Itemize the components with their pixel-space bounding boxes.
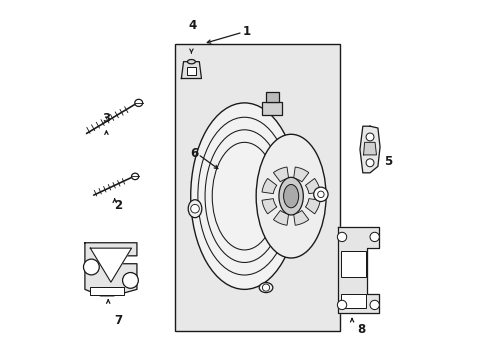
Text: 7: 7 xyxy=(114,314,122,327)
Text: 4: 4 xyxy=(188,19,196,32)
Ellipse shape xyxy=(278,177,303,215)
Polygon shape xyxy=(337,226,378,313)
Wedge shape xyxy=(262,179,276,194)
Text: 1: 1 xyxy=(242,25,250,38)
Circle shape xyxy=(337,300,346,310)
Bar xyxy=(265,92,278,102)
Circle shape xyxy=(83,259,99,275)
Polygon shape xyxy=(90,248,131,282)
Bar xyxy=(174,44,339,330)
Wedge shape xyxy=(273,167,288,182)
Circle shape xyxy=(262,284,269,291)
Polygon shape xyxy=(363,142,376,155)
Circle shape xyxy=(313,187,327,202)
Wedge shape xyxy=(262,199,276,214)
Bar xyxy=(90,287,124,295)
Bar xyxy=(262,102,282,116)
Ellipse shape xyxy=(187,59,195,64)
Wedge shape xyxy=(305,199,320,214)
Text: 8: 8 xyxy=(356,323,365,336)
Circle shape xyxy=(190,204,199,213)
Polygon shape xyxy=(85,243,137,296)
Text: 2: 2 xyxy=(114,199,122,212)
Circle shape xyxy=(369,232,379,242)
Ellipse shape xyxy=(188,200,202,218)
Circle shape xyxy=(317,191,324,198)
Circle shape xyxy=(369,300,379,310)
Ellipse shape xyxy=(283,184,298,208)
Wedge shape xyxy=(293,211,308,225)
Text: 5: 5 xyxy=(383,155,391,168)
Wedge shape xyxy=(305,179,320,194)
Text: 3: 3 xyxy=(102,112,110,125)
Wedge shape xyxy=(293,167,308,182)
Ellipse shape xyxy=(259,283,272,293)
Ellipse shape xyxy=(190,103,298,289)
Ellipse shape xyxy=(135,99,142,107)
Bar xyxy=(341,294,366,309)
Circle shape xyxy=(366,133,373,141)
Ellipse shape xyxy=(256,134,325,258)
Bar xyxy=(341,251,366,276)
Ellipse shape xyxy=(131,173,139,180)
Polygon shape xyxy=(359,126,379,173)
Polygon shape xyxy=(181,62,201,78)
Circle shape xyxy=(337,232,346,242)
Text: 6: 6 xyxy=(190,147,198,159)
Bar xyxy=(187,67,195,75)
Circle shape xyxy=(366,159,373,167)
Wedge shape xyxy=(273,211,288,225)
Circle shape xyxy=(122,273,138,288)
